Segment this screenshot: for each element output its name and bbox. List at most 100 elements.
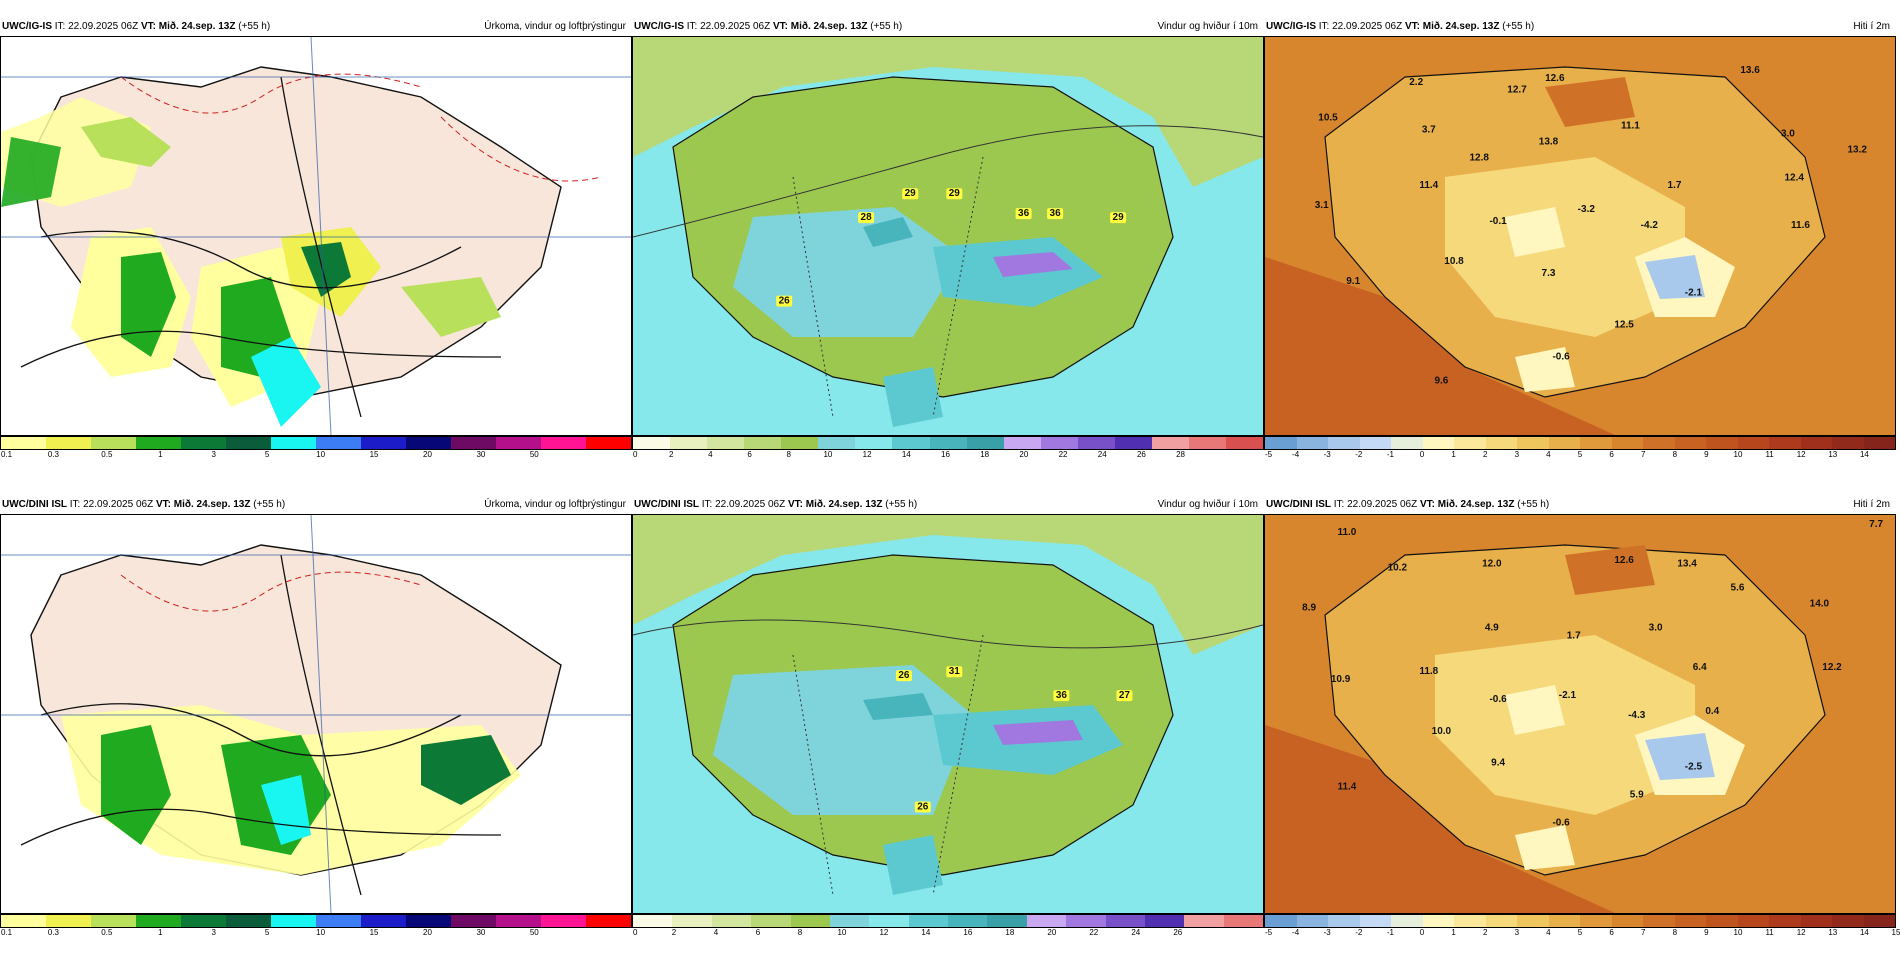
row-dini-isl: UWC/DINI ISL IT: 22.09.2025 06Z VT: Mið.…	[0, 496, 1900, 966]
map-precipitation[interactable]	[0, 514, 632, 914]
gust-label-bg	[1047, 208, 1064, 220]
colorbar-precipitation	[0, 914, 632, 928]
colorbar-swatch	[966, 437, 1004, 449]
colorbar-swatch	[136, 915, 181, 927]
temperature-value-label: 9.6	[1434, 375, 1448, 386]
colorbar-tick-label: 1	[1451, 450, 1456, 459]
colorbar-swatch	[1359, 437, 1391, 449]
colorbar-tick-label: 10	[837, 928, 847, 937]
colorbar-tick-label: 4	[1546, 450, 1551, 459]
colorbar-swatch	[1328, 915, 1360, 927]
colorbar-tick-label: 10	[1733, 928, 1743, 937]
colorbar-swatch	[1580, 915, 1612, 927]
valid-time: Mið. 24.sep. 13Z	[1437, 499, 1515, 510]
colorbar-swatch	[1643, 437, 1675, 449]
colorbar-swatch	[541, 437, 586, 449]
colorbar-swatch	[226, 437, 271, 449]
colorbar-swatch	[271, 915, 316, 927]
colorbar-temperature	[1264, 914, 1896, 928]
panel-title: Hiti í 2m	[1853, 499, 1890, 510]
colorbar-tick-label: 0.3	[47, 928, 59, 937]
colorbar-tick-label: 11	[1765, 928, 1774, 937]
temperature-value-label: 12.6	[1614, 555, 1634, 566]
panel-header: UWC/IG-IS IT: 22.09.2025 06Z VT: Mið. 24…	[632, 18, 1264, 36]
panel-title: Úrkoma, vindur og loftþrýstingur	[484, 21, 626, 32]
valid-time: Mið. 24.sep. 13Z	[805, 499, 883, 510]
colorbar-tick-label: 0.1	[1, 450, 13, 459]
colorbar-swatch	[855, 437, 893, 449]
colorbar-tick-label: 14	[921, 928, 931, 937]
colorbar-temperature	[1264, 436, 1896, 450]
colorbar-tick-label: -5	[1265, 450, 1273, 459]
colorbar-swatch	[1, 437, 46, 449]
colorbar-ticks: -5 -4 -3 -2 -1 0 1 2 3 4 5 6 7 8 9 10 11 12 13 14	[1264, 450, 1896, 462]
colorbar-tick-label: -2	[1355, 450, 1363, 459]
colorbar-swatch	[711, 915, 752, 927]
temperature-value-label: 11.6	[1791, 220, 1810, 231]
temperature-value-label: 3.1	[1315, 200, 1329, 211]
colorbar-swatch	[1863, 437, 1895, 449]
temperature-value-label: 10.9	[1331, 674, 1351, 685]
colorbar-swatch	[496, 437, 541, 449]
colorbar-tick-label: 0	[633, 928, 638, 937]
colorbar-tick-label: 2	[671, 928, 677, 937]
temperature-value-label: 7.3	[1542, 268, 1556, 279]
colorbar-swatch	[1296, 437, 1328, 449]
temperature-value-label: 0.4	[1705, 706, 1719, 717]
colorbar-swatch	[1144, 915, 1185, 927]
colorbar-swatch	[1328, 437, 1360, 449]
colorbar-tick-label: 3	[211, 928, 216, 937]
gust-label-bg	[1110, 212, 1127, 224]
model-name: UWC/DINI ISL	[634, 499, 699, 510]
temperature-value-label: -0.6	[1552, 817, 1570, 828]
colorbar-ticks: 0.1 0.3 0.5 1 3 5 10 15 20 30 50	[0, 928, 632, 940]
colorbar-swatch	[181, 437, 226, 449]
gust-value-label: 36	[1050, 208, 1062, 219]
map-wind[interactable]: 29 29 28 36 36 29 26	[632, 36, 1264, 436]
colorbar-swatch	[1223, 915, 1263, 927]
colorbar-tick-label: 16	[963, 928, 973, 937]
temperature-value-label: 12.5	[1614, 320, 1634, 331]
temperature-value-label: 8.9	[1302, 603, 1316, 614]
colorbar-tick-label: 8	[1672, 450, 1678, 459]
colorbar-ticks: 0.1 0.3 0.5 1 3 5 10 15 20 30 50	[0, 450, 632, 462]
temperature-value-label: 13.2	[1847, 144, 1867, 155]
colorbar-tick-label: 22	[1089, 928, 1099, 937]
map-wind[interactable]: 26 31 36 27 26	[632, 514, 1264, 914]
colorbar-tick-label: 30	[476, 450, 486, 459]
colorbar-swatch	[46, 915, 91, 927]
map-precipitation[interactable]	[0, 36, 632, 436]
temperature-value-label: 3.0	[1649, 622, 1663, 633]
map-temperature[interactable]: 12.6 13.6 2.2 12.7 10.5 3.7 11.1 3.0 13.8 13.2 12.…	[1264, 36, 1896, 436]
temperature-value-label: 1.7	[1567, 630, 1581, 641]
colorbar-tick-label: -1	[1386, 450, 1394, 459]
colorbar-swatch	[136, 437, 181, 449]
temperature-value-label: 12.7	[1507, 85, 1527, 96]
colorbar-tick-label: -4	[1292, 928, 1300, 937]
colorbar-tick-label: 10	[823, 450, 833, 459]
temperature-value-label: 3.7	[1422, 125, 1436, 136]
colorbar-swatch	[406, 437, 451, 449]
colorbar-tick-label: 7	[1640, 928, 1646, 937]
colorbar-tick-label: 18	[980, 450, 990, 459]
temperature-value-label: 14.0	[1810, 599, 1830, 610]
temperature-value-label: -0.6	[1489, 694, 1507, 705]
colorbar-swatch	[316, 915, 361, 927]
colorbar-tick-label: -2	[1355, 928, 1363, 937]
colorbar-swatch	[1040, 437, 1078, 449]
colorbar-swatch	[1105, 915, 1145, 927]
colorbar-swatch	[361, 437, 406, 449]
panel-title: Hiti í 2m	[1853, 21, 1890, 32]
temperature-value-label: -4.2	[1641, 220, 1659, 231]
colorbar-tick-label: -1	[1386, 928, 1394, 937]
colorbar-tick-label: 14	[1859, 928, 1869, 937]
map-temperature[interactable]: 7.7 11.0 12.6 13.4 10.2 12.0 5.6 14.0 8.9 4.9 1.7 3…	[1264, 514, 1896, 914]
colorbar-tick-label: 0.1	[1, 928, 13, 937]
model-name: UWC/IG-IS	[2, 21, 52, 32]
temperature-value-label: 11.4	[1419, 180, 1438, 191]
colorbar-tick-label: 2	[668, 450, 674, 459]
colorbar-swatch	[1422, 437, 1454, 449]
colorbar-swatch	[908, 915, 948, 927]
valid-time: Mið. 24.sep. 13Z	[790, 21, 868, 32]
gust-label-bg	[895, 670, 912, 682]
